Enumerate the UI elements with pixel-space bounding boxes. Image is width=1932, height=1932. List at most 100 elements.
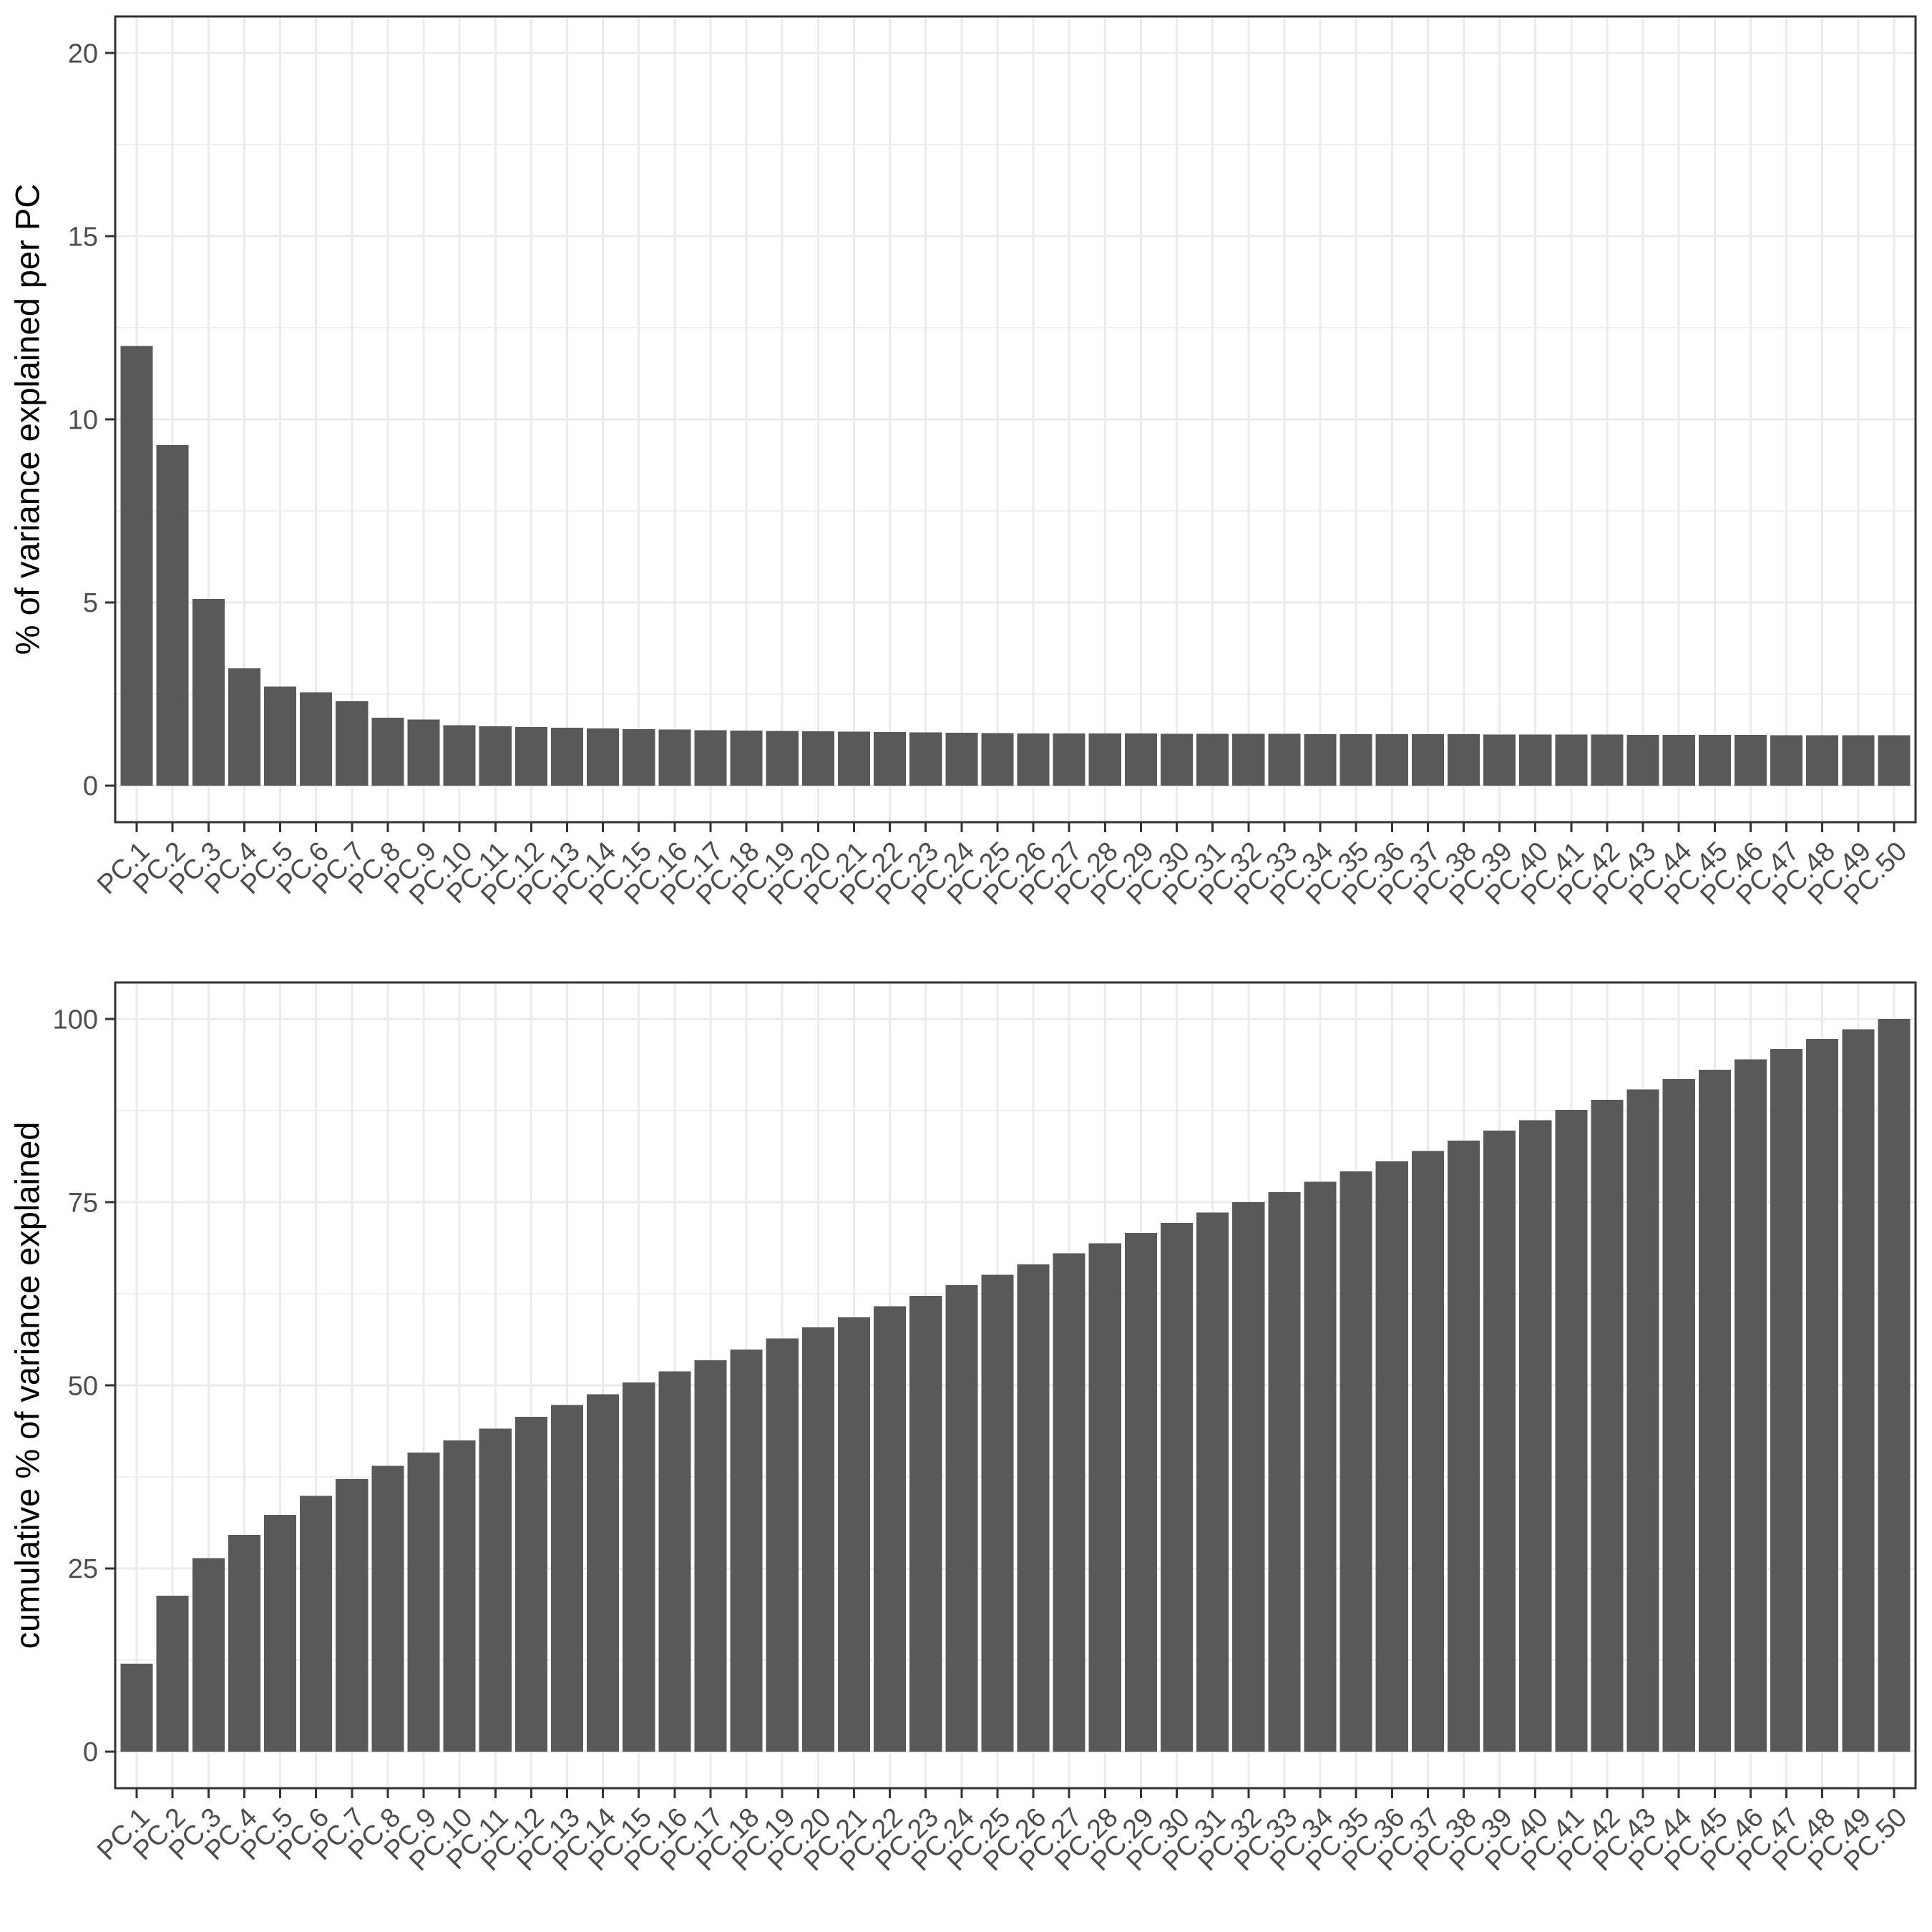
bar xyxy=(945,1284,978,1752)
bar xyxy=(479,1428,512,1752)
bar xyxy=(156,1595,189,1752)
bar xyxy=(1842,735,1875,786)
bar xyxy=(407,1453,440,1752)
bar xyxy=(1340,1171,1372,1752)
bar xyxy=(909,732,942,786)
bar xyxy=(1734,735,1767,786)
bar xyxy=(1053,1253,1085,1752)
cumulative-variance-plot-canvas: 0255075100PC.1PC.2PC.3PC.4PC.5PC.6PC.7PC… xyxy=(53,981,1917,1877)
bar xyxy=(371,718,404,786)
bar xyxy=(1698,735,1731,786)
bar xyxy=(1806,735,1839,786)
y-axis-title: cumulative % of variance explained xyxy=(8,1121,47,1649)
bar xyxy=(1770,735,1803,786)
bar xyxy=(1340,734,1372,786)
bar xyxy=(1806,1038,1839,1752)
bar xyxy=(623,728,655,786)
bar xyxy=(801,1327,834,1752)
y-tick-label: 20 xyxy=(68,39,98,69)
bar xyxy=(1591,734,1624,786)
bar xyxy=(587,728,620,786)
bar xyxy=(1304,1181,1337,1752)
bar xyxy=(1232,1202,1265,1752)
bar xyxy=(263,1515,297,1752)
bar xyxy=(1662,1079,1695,1752)
bar xyxy=(1088,733,1121,786)
bar xyxy=(120,346,153,786)
bar xyxy=(1626,735,1659,786)
bar xyxy=(336,701,369,786)
bar xyxy=(1232,733,1265,786)
bar xyxy=(1053,733,1085,786)
bar xyxy=(874,732,907,786)
bar xyxy=(120,1663,153,1752)
bar xyxy=(801,731,834,786)
bar xyxy=(1160,1222,1194,1752)
scree-plot-canvas: 05101520PC.1PC.2PC.3PC.4PC.5PC.6PC.7PC.8… xyxy=(68,15,1917,911)
bar xyxy=(371,1465,404,1752)
bar xyxy=(730,1349,763,1752)
bar xyxy=(1268,733,1301,786)
bar xyxy=(837,731,871,786)
bar xyxy=(945,733,978,786)
bar xyxy=(1842,1029,1875,1752)
bar xyxy=(1555,734,1588,786)
bar xyxy=(1411,1151,1444,1752)
bar xyxy=(514,726,547,786)
y-tick-label: 0 xyxy=(83,1737,98,1767)
bar xyxy=(1196,1212,1229,1752)
bar xyxy=(1124,733,1157,786)
bar xyxy=(192,598,225,786)
bar xyxy=(1483,734,1516,786)
scree-plot: % of variance explained per PC 0 5 10 15 20 P… xyxy=(8,15,1917,911)
bar xyxy=(1519,734,1552,786)
bar xyxy=(550,727,584,786)
bar xyxy=(1017,1264,1050,1752)
bar xyxy=(1734,1059,1767,1752)
y-axis-title: % of variance explained per PC xyxy=(8,183,47,655)
bar xyxy=(1878,735,1911,786)
bar xyxy=(981,1274,1014,1752)
bar xyxy=(1447,1141,1480,1752)
bar xyxy=(1662,735,1695,786)
bar xyxy=(156,444,189,786)
bar xyxy=(730,731,763,786)
bar xyxy=(1124,1233,1157,1752)
bar xyxy=(766,1338,799,1752)
bar xyxy=(658,729,691,786)
bar xyxy=(1519,1120,1552,1752)
y-tick-label: 10 xyxy=(68,405,98,435)
bar xyxy=(443,1440,476,1752)
bar xyxy=(874,1306,907,1752)
bar xyxy=(1770,1049,1803,1752)
bar xyxy=(694,1360,727,1752)
bar xyxy=(1196,733,1229,786)
y-tick-label: 5 xyxy=(83,588,98,618)
bar xyxy=(1698,1069,1731,1752)
y-tick-label: 0 xyxy=(83,771,98,801)
bar xyxy=(837,1317,871,1752)
bar xyxy=(300,1496,333,1752)
bar xyxy=(514,1417,547,1752)
bar xyxy=(587,1394,620,1752)
bar xyxy=(981,733,1014,786)
bar xyxy=(1626,1089,1659,1752)
bar xyxy=(1160,733,1194,786)
bar xyxy=(623,1382,655,1752)
bar xyxy=(407,719,440,786)
bar xyxy=(336,1479,369,1752)
bar xyxy=(1878,1019,1911,1752)
bar xyxy=(1411,734,1444,786)
bar xyxy=(909,1296,942,1752)
bar xyxy=(1304,734,1337,786)
y-tick-label: 75 xyxy=(68,1188,98,1218)
bar xyxy=(550,1405,584,1752)
bar xyxy=(228,1534,260,1752)
bar xyxy=(263,686,297,786)
bar xyxy=(1591,1099,1624,1752)
bar xyxy=(300,692,333,786)
y-tick-label: 15 xyxy=(68,222,98,252)
bar xyxy=(1088,1243,1121,1752)
bar xyxy=(1375,1161,1408,1752)
